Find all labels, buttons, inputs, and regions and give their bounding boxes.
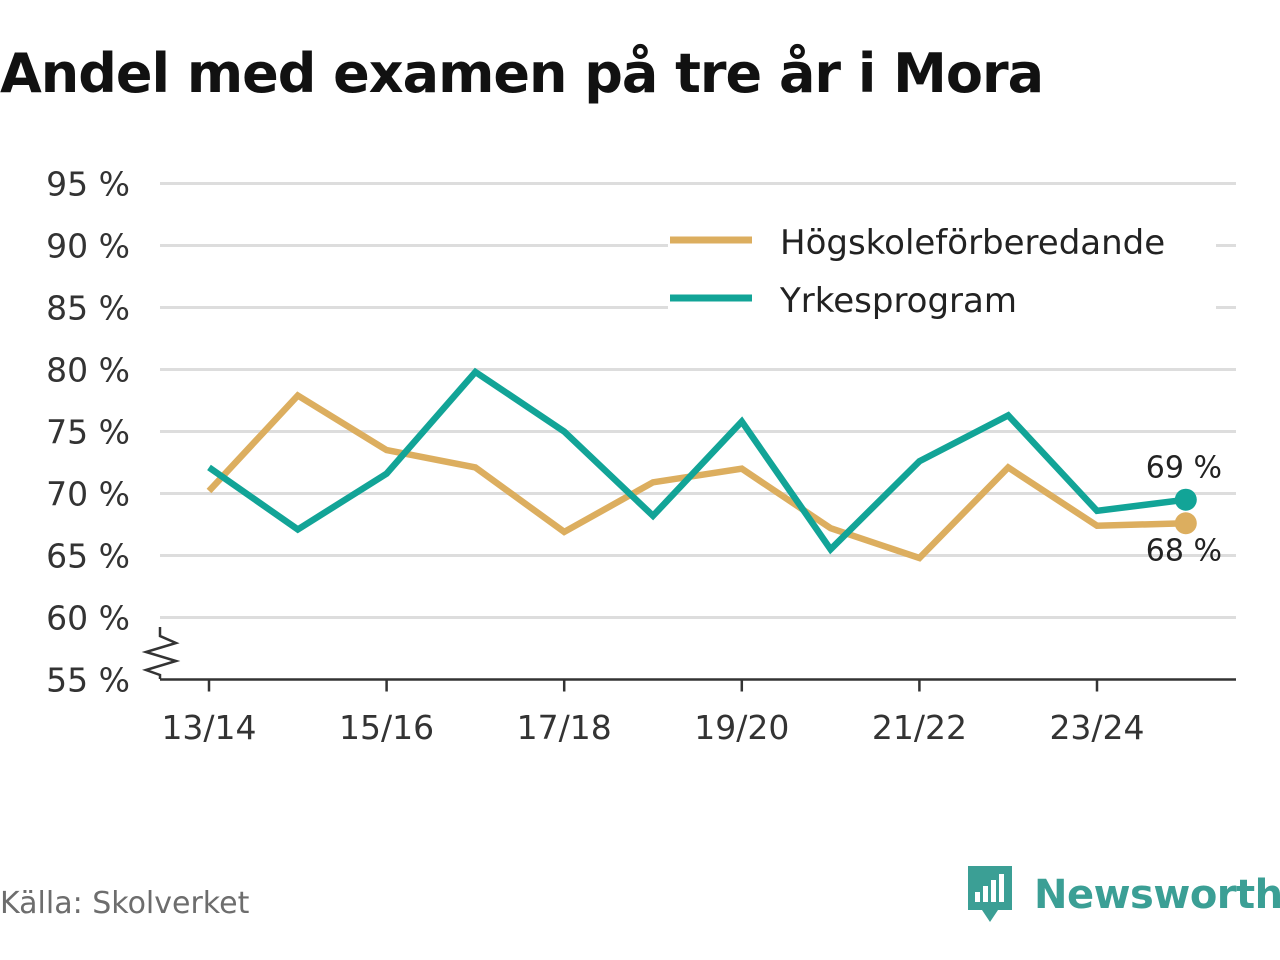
- x-tick-label: 13/14: [161, 708, 256, 747]
- y-tick-label: 90 %: [46, 227, 130, 266]
- series-lines: [206, 367, 1197, 562]
- y-tick-label: 75 %: [46, 413, 130, 452]
- y-tick-label: 60 %: [46, 599, 130, 638]
- y-tick-label: 70 %: [46, 475, 130, 514]
- x-axis-ticks: 13/14 15/16 17/18 19/20 21/22 23/24: [161, 679, 1145, 747]
- chart-title: Andel med examen på tre år i Mora: [0, 42, 1044, 105]
- series-line-hogskoleforberedande: [206, 391, 1186, 562]
- end-label-hogskoleforberedande: 68 %: [1146, 533, 1222, 568]
- y-tick-label: 85 %: [46, 289, 130, 328]
- end-marker-hogskoleforberedande: [1174, 512, 1197, 535]
- end-marker-yrkesprogram: [1174, 488, 1197, 511]
- x-tick-label: 21/22: [872, 708, 967, 747]
- x-tick-label: 23/24: [1049, 708, 1144, 747]
- chart-area: 55 % 60 % 65 % 70 % 75 % 80 % 85 % 90 % 95 % 13/…: [46, 165, 1236, 747]
- x-tick-label: 19/20: [694, 708, 789, 747]
- brand-name: Newsworthy: [1034, 872, 1280, 918]
- legend-background: [668, 214, 1216, 322]
- y-tick-label: 95 %: [46, 165, 130, 204]
- y-tick-label: 55 %: [46, 661, 130, 700]
- axes: [141, 627, 1236, 681]
- legend-label-yrkesprogram: Yrkesprogram: [779, 281, 1017, 321]
- y-tick-label: 65 %: [46, 537, 130, 576]
- series-line-yrkesprogram: [207, 367, 1187, 555]
- x-tick-label: 15/16: [339, 708, 434, 747]
- y-tick-label: 80 %: [46, 351, 130, 390]
- legend-label-hogskoleforberedande: Högskoleförberedande: [780, 223, 1165, 263]
- axis-break-icon: [141, 627, 181, 679]
- legend: Högskoleförberedande Yrkesprogram: [668, 214, 1216, 322]
- end-label-yrkesprogram: 69 %: [1146, 451, 1222, 486]
- source-note: Källa: Skolverket: [0, 886, 250, 921]
- newsworthy-logo-icon: [968, 866, 1012, 922]
- end-labels: 68 % 69 %: [1146, 451, 1222, 569]
- x-tick-label: 17/18: [517, 708, 612, 747]
- y-axis-ticks: 55 % 60 % 65 % 70 % 75 % 80 % 85 % 90 % 95 %: [46, 165, 130, 700]
- brand-logo: Newsworthy: [964, 864, 1280, 926]
